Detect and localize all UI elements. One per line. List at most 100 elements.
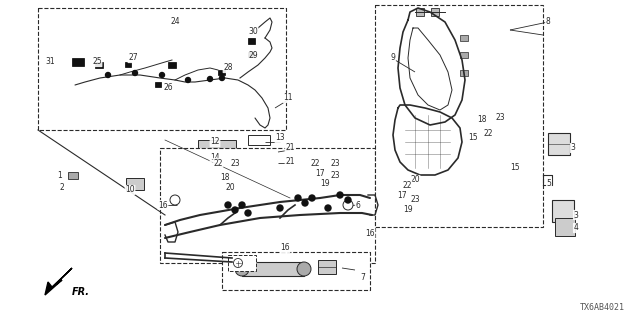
Text: 15: 15 bbox=[510, 164, 520, 172]
Text: 22: 22 bbox=[483, 129, 493, 138]
Text: 16: 16 bbox=[158, 201, 168, 210]
Text: TX6AB4021: TX6AB4021 bbox=[580, 303, 625, 312]
Bar bbox=[416, 8, 424, 16]
Circle shape bbox=[207, 76, 212, 82]
Circle shape bbox=[225, 202, 231, 208]
Text: 5: 5 bbox=[547, 179, 552, 188]
Bar bbox=[431, 8, 439, 16]
Text: 21: 21 bbox=[285, 157, 295, 166]
Text: 20: 20 bbox=[410, 175, 420, 185]
Bar bbox=[126, 178, 144, 190]
Text: 8: 8 bbox=[546, 18, 550, 27]
Text: 25: 25 bbox=[92, 58, 102, 67]
Circle shape bbox=[235, 262, 249, 276]
Bar bbox=[248, 135, 270, 145]
Bar bbox=[555, 218, 575, 236]
Text: 22: 22 bbox=[403, 180, 412, 189]
Text: 26: 26 bbox=[163, 84, 173, 92]
Bar bbox=[248, 38, 255, 44]
Text: 28: 28 bbox=[223, 63, 233, 73]
Text: 13: 13 bbox=[275, 133, 285, 142]
Text: 18: 18 bbox=[220, 173, 230, 182]
Text: 1: 1 bbox=[58, 171, 62, 180]
Circle shape bbox=[232, 207, 238, 213]
Text: 19: 19 bbox=[320, 179, 330, 188]
Text: 23: 23 bbox=[330, 171, 340, 180]
Text: 12: 12 bbox=[211, 138, 220, 147]
Circle shape bbox=[345, 197, 351, 203]
Circle shape bbox=[337, 192, 343, 198]
Bar bbox=[228, 255, 256, 271]
Circle shape bbox=[106, 73, 111, 77]
Bar bbox=[460, 35, 468, 41]
Bar bbox=[218, 70, 225, 75]
Circle shape bbox=[186, 77, 191, 83]
Text: 7: 7 bbox=[360, 274, 365, 283]
Text: 31: 31 bbox=[45, 58, 55, 67]
Text: 21: 21 bbox=[285, 143, 295, 153]
Text: 17: 17 bbox=[315, 169, 325, 178]
Text: 27: 27 bbox=[128, 53, 138, 62]
Text: 2: 2 bbox=[60, 183, 65, 193]
Text: 6: 6 bbox=[356, 201, 360, 210]
Bar bbox=[68, 172, 78, 179]
Circle shape bbox=[132, 70, 138, 76]
Bar bbox=[248, 52, 254, 57]
Bar bbox=[155, 82, 161, 87]
Circle shape bbox=[159, 73, 164, 77]
Circle shape bbox=[302, 200, 308, 206]
Circle shape bbox=[234, 259, 243, 268]
Text: 24: 24 bbox=[170, 18, 180, 27]
Bar bbox=[242, 262, 304, 276]
Text: 19: 19 bbox=[403, 205, 413, 214]
Text: 16: 16 bbox=[365, 228, 375, 237]
Bar bbox=[552, 200, 574, 222]
Bar bbox=[72, 58, 84, 66]
Text: 16: 16 bbox=[280, 244, 290, 252]
Text: 20: 20 bbox=[225, 183, 235, 193]
Text: 9: 9 bbox=[390, 53, 396, 62]
Text: 23: 23 bbox=[230, 158, 240, 167]
Bar bbox=[95, 62, 103, 68]
Text: 15: 15 bbox=[468, 133, 478, 142]
Bar bbox=[460, 52, 468, 58]
Text: 22: 22 bbox=[213, 158, 223, 167]
Circle shape bbox=[239, 202, 245, 208]
Bar bbox=[202, 155, 232, 165]
Text: 29: 29 bbox=[248, 51, 258, 60]
Text: 10: 10 bbox=[125, 186, 135, 195]
Circle shape bbox=[220, 76, 225, 81]
Circle shape bbox=[245, 210, 251, 216]
Text: 23: 23 bbox=[495, 114, 505, 123]
Text: 22: 22 bbox=[310, 158, 320, 167]
Bar bbox=[318, 260, 336, 274]
Text: 3: 3 bbox=[571, 143, 575, 153]
Circle shape bbox=[309, 195, 315, 201]
Bar bbox=[168, 62, 176, 68]
Text: 14: 14 bbox=[210, 153, 220, 162]
Text: 30: 30 bbox=[248, 28, 258, 36]
Bar bbox=[198, 140, 236, 154]
Bar bbox=[460, 70, 468, 76]
Bar bbox=[222, 252, 370, 290]
Bar bbox=[548, 133, 570, 155]
Text: 18: 18 bbox=[477, 116, 487, 124]
Text: FR.: FR. bbox=[72, 287, 90, 297]
Circle shape bbox=[170, 195, 180, 205]
Bar bbox=[375, 5, 543, 227]
Text: 4: 4 bbox=[573, 223, 579, 233]
Bar bbox=[38, 8, 286, 130]
Polygon shape bbox=[45, 268, 72, 295]
Circle shape bbox=[295, 195, 301, 201]
Text: 23: 23 bbox=[330, 158, 340, 167]
Circle shape bbox=[277, 205, 283, 211]
Text: 23: 23 bbox=[410, 196, 420, 204]
Circle shape bbox=[325, 205, 331, 211]
Text: 3: 3 bbox=[573, 211, 579, 220]
Text: 17: 17 bbox=[397, 190, 407, 199]
Circle shape bbox=[297, 262, 311, 276]
Circle shape bbox=[343, 200, 353, 210]
Text: 11: 11 bbox=[284, 93, 292, 102]
Bar bbox=[160, 148, 375, 263]
Bar bbox=[125, 62, 131, 67]
